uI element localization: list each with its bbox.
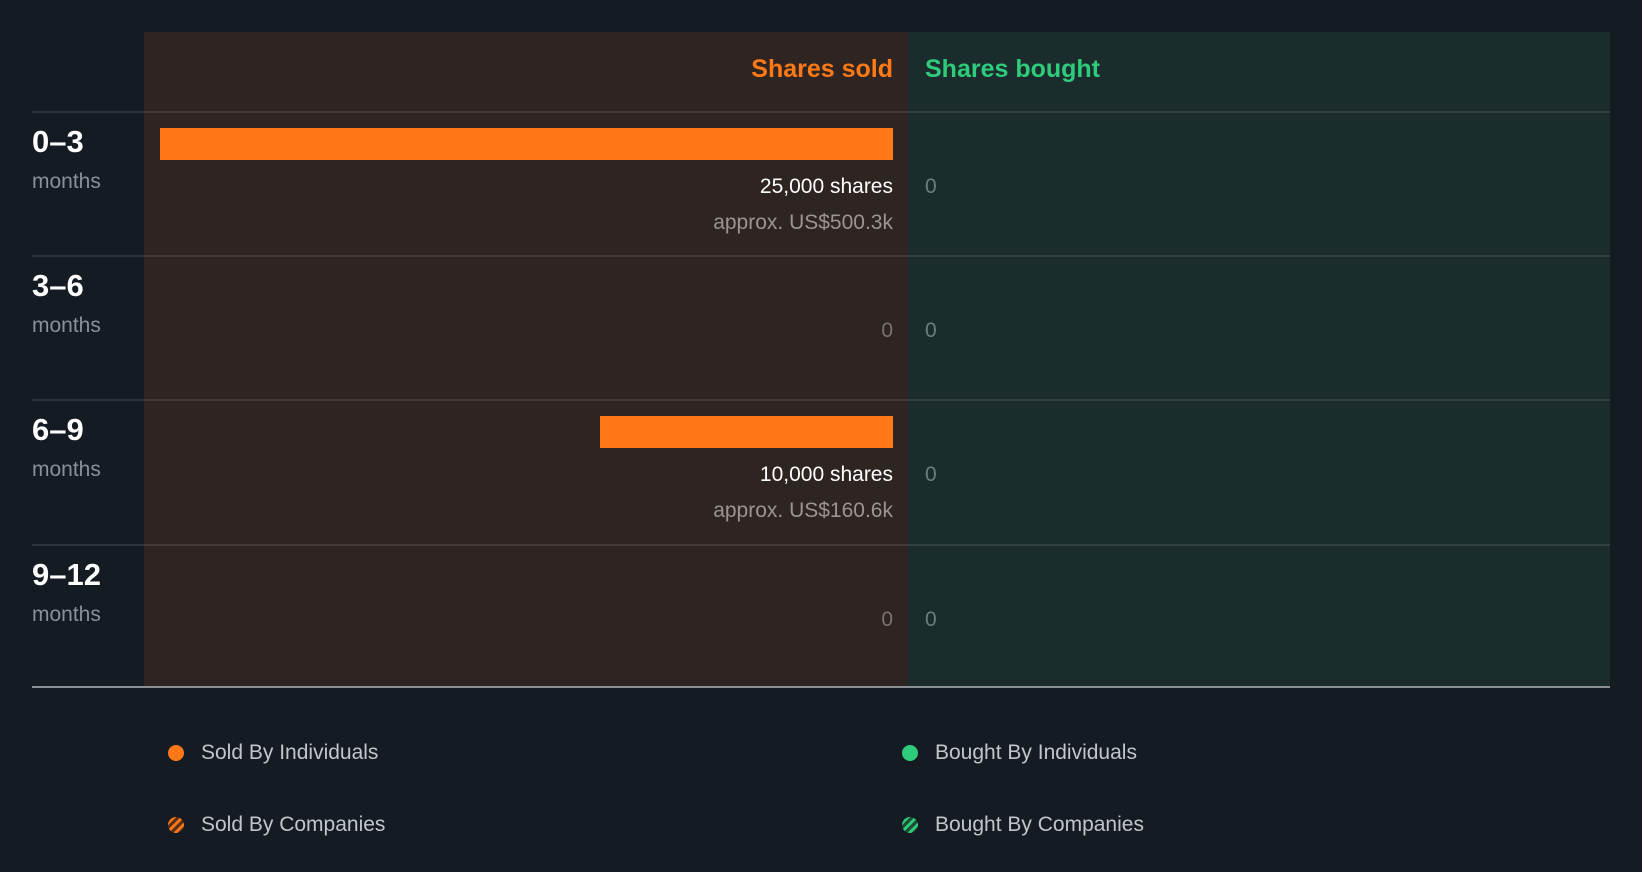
legend-label: Bought By Companies (935, 813, 1144, 836)
legend-sold-companies: Sold By Companies (168, 813, 385, 837)
orange-striped-dot-icon (168, 817, 184, 833)
bought-shares-count: 0 (925, 608, 937, 631)
period-label: 9–12 (32, 557, 101, 592)
sold-approx-value: approx. US$500.3k (713, 211, 893, 234)
legend-bought-individuals: Bought By Individuals (902, 741, 1137, 765)
period-unit: months (32, 314, 101, 337)
period-label: 0–3 (32, 124, 84, 159)
legend-sold-individuals: Sold By Individuals (168, 741, 378, 765)
green-dot-icon (902, 745, 918, 761)
sold-shares-count: 0 (881, 608, 893, 631)
chart-baseline (32, 686, 1610, 688)
row-divider (32, 399, 1610, 401)
sold-shares-count: 10,000 shares (759, 463, 893, 486)
period-label: 6–9 (32, 412, 84, 447)
legend-label: Bought By Individuals (935, 741, 1137, 764)
sold-bar[interactable] (600, 416, 893, 448)
period-unit: months (32, 458, 101, 481)
bought-shares-count: 0 (925, 175, 937, 198)
sold-approx-value: approx. US$160.6k (713, 499, 893, 522)
legend-label: Sold By Companies (201, 813, 386, 836)
legend-bought-companies: Bought By Companies (902, 813, 1144, 837)
sold-shares-count: 25,000 shares (759, 175, 893, 198)
shares-bought-header: Shares bought (925, 55, 1101, 83)
shares-bought-panel (908, 32, 1610, 686)
period-row-6-9: 6–9 months 10,000 shares approx. US$160.… (0, 400, 1642, 544)
orange-dot-icon (168, 745, 184, 761)
period-label: 3–6 (32, 268, 84, 303)
period-unit: months (32, 170, 101, 193)
bought-shares-count: 0 (925, 319, 937, 342)
row-divider (32, 255, 1610, 257)
period-row-0-3: 0–3 months 25,000 shares approx. US$500.… (0, 112, 1642, 256)
sold-shares-count: 0 (881, 319, 893, 342)
sold-bar[interactable] (160, 128, 893, 160)
row-divider (32, 111, 1610, 113)
shares-sold-header: Shares sold (751, 55, 893, 83)
row-divider (32, 544, 1610, 546)
period-unit: months (32, 603, 101, 626)
period-row-9-12: 9–12 months 0 0 (0, 545, 1642, 689)
bought-shares-count: 0 (925, 463, 937, 486)
green-striped-dot-icon (902, 817, 918, 833)
period-row-3-6: 3–6 months 0 0 (0, 256, 1642, 400)
legend-label: Sold By Individuals (201, 741, 379, 764)
